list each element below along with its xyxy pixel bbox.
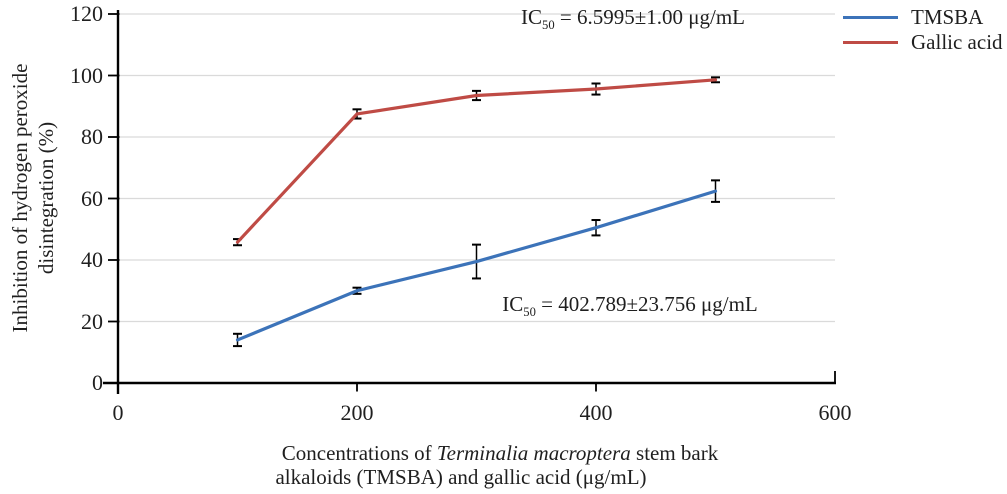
y-axis-title-line2: disintegration (%) bbox=[34, 121, 58, 275]
legend-item-gallic-acid: Gallic acid bbox=[843, 30, 1003, 55]
ic50-annotation-gallic-acid: IC50 = 6.5995±1.00 μg/mL bbox=[433, 5, 833, 37]
series-line-tmsba bbox=[235, 189, 718, 342]
gallic-acid-line-swatch bbox=[843, 41, 898, 44]
x-axis-title-species-italic: Terminalia macroptera bbox=[436, 441, 631, 465]
legend-label-tmsba: TMSBA bbox=[911, 5, 984, 29]
y-axis-title: Inhibition of hydrogen peroxide disinteg… bbox=[7, 0, 59, 398]
ic50-value: = 402.789±23.756 μg/mL bbox=[535, 292, 758, 316]
legend-label-gallic-acid: Gallic acid bbox=[911, 30, 1003, 54]
ic50-subscript: 50 bbox=[523, 305, 536, 320]
legend-item-tmsba: TMSBA bbox=[843, 5, 1003, 30]
ic50-prefix: IC bbox=[502, 292, 524, 316]
x-axis-title-pre: Concentrations of bbox=[281, 441, 437, 465]
x-axis-title-line1: Concentrations of Terminalia macroptera … bbox=[220, 441, 780, 465]
y-axis-title-line1: Inhibition of hydrogen peroxide bbox=[8, 63, 32, 333]
ic50-prefix: IC bbox=[521, 5, 543, 29]
tmsba-line-swatch bbox=[843, 16, 898, 19]
series-line-gallic-acid bbox=[235, 78, 718, 244]
x-axis-title-post: stem bark bbox=[630, 441, 719, 465]
x-axis-title-line2: alkaloids (TMSBA) and gallic acid (μg/mL… bbox=[275, 465, 647, 489]
ic50-annotation-tmsba: IC50 = 402.789±23.756 μg/mL bbox=[430, 292, 830, 324]
ic50-subscript: 50 bbox=[542, 18, 555, 33]
legend: TMSBA Gallic acid bbox=[843, 5, 1003, 55]
ic50-value: = 6.5995±1.00 μg/mL bbox=[554, 5, 745, 29]
